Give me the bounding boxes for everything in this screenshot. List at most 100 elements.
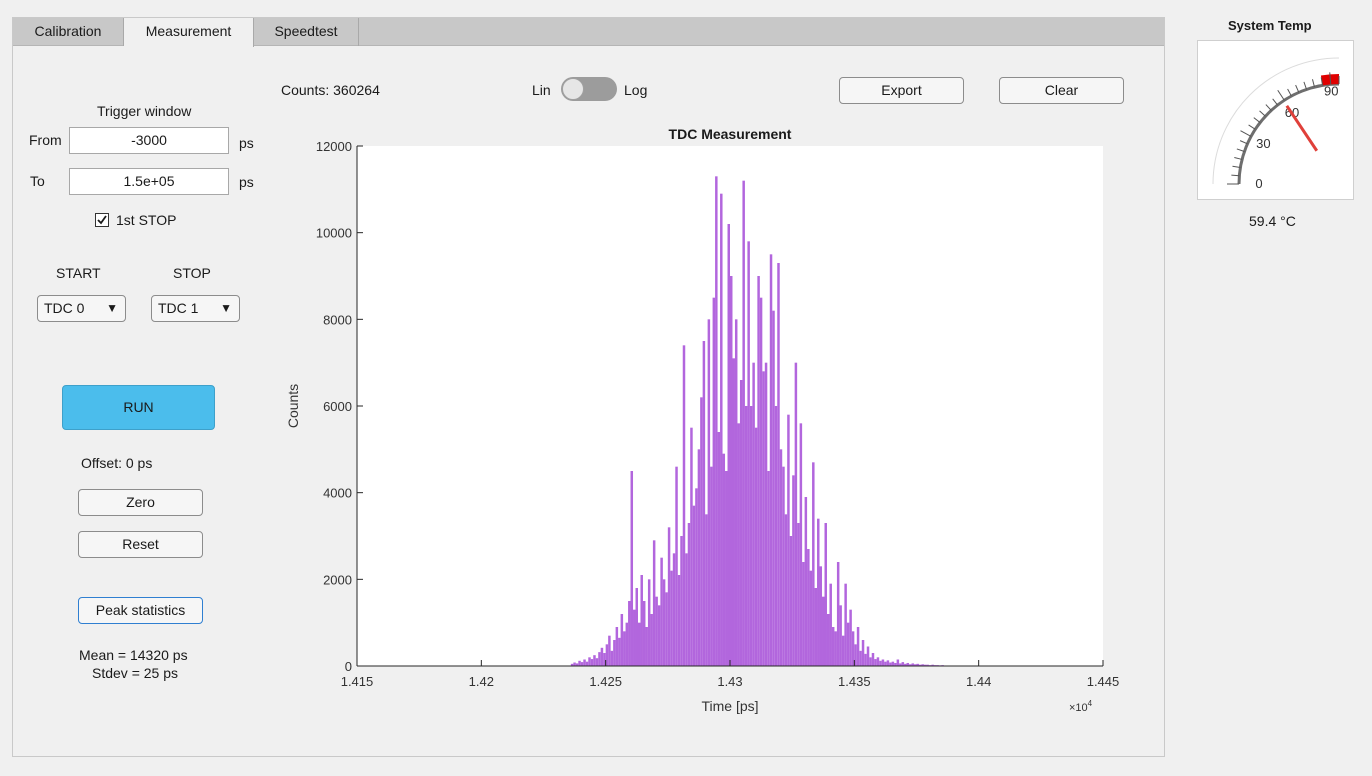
histogram-bar — [769, 254, 773, 666]
lin-label: Lin — [532, 82, 551, 98]
gauge-tick — [1277, 89, 1285, 101]
y-tick-label: 2000 — [323, 572, 352, 587]
x-tick-label: 1.415 — [341, 674, 374, 689]
histogram-bar — [640, 575, 643, 666]
first-stop-checkbox[interactable] — [95, 213, 109, 227]
histogram-bar — [921, 664, 924, 666]
histogram-bar — [844, 583, 847, 666]
gauge-tick — [1287, 88, 1292, 97]
histogram-bar — [836, 562, 840, 666]
histogram-bar — [909, 664, 912, 666]
tab-speedtest[interactable]: Speedtest — [254, 18, 359, 46]
histogram-bar — [603, 653, 606, 666]
y-tick-label: 6000 — [323, 399, 352, 414]
histogram-bar — [742, 180, 745, 667]
histogram-bar — [615, 627, 619, 666]
histogram-bar — [764, 362, 768, 666]
histogram-bar — [702, 341, 706, 666]
gauge-tick — [1236, 148, 1245, 153]
histogram-bar — [747, 241, 750, 666]
histogram-bar — [916, 663, 919, 666]
from-input[interactable]: -3000 — [69, 127, 229, 154]
tab-measurement[interactable]: Measurement — [124, 18, 254, 47]
zero-button[interactable]: Zero — [78, 489, 203, 516]
start-label: START — [56, 265, 101, 281]
gauge-readout: 59.4 °C — [1249, 213, 1296, 229]
histogram-bar — [598, 652, 601, 666]
histogram-bar — [923, 664, 927, 666]
export-button[interactable]: Export — [839, 77, 964, 104]
gauge-needle — [1285, 104, 1319, 152]
histogram-bar — [824, 523, 827, 666]
histogram-bar — [856, 627, 860, 666]
histogram-bar — [712, 297, 716, 666]
gauge-tick — [1320, 77, 1324, 86]
histogram-bar — [580, 662, 584, 666]
histogram-bar — [861, 640, 865, 666]
histogram-bar — [705, 514, 708, 666]
stop-channel-dropdown[interactable]: TDC 1 ▼ — [151, 295, 240, 322]
tab-calibration[interactable]: Calibration — [13, 18, 124, 46]
histogram-bar — [720, 193, 723, 667]
stop-channel-value: TDC 1 — [158, 300, 199, 316]
histogram-bar — [575, 663, 579, 666]
histogram-bar — [739, 380, 743, 666]
histogram-bar — [854, 644, 857, 666]
gauge-tick — [1253, 117, 1261, 123]
gauge-tick — [1239, 140, 1248, 145]
gauge-tick — [1240, 130, 1252, 137]
histogram-bar — [650, 614, 653, 666]
reset-button[interactable]: Reset — [78, 531, 203, 558]
to-input[interactable]: 1.5e+05 — [69, 168, 229, 195]
peak-statistics-button[interactable]: Peak statistics — [78, 597, 203, 624]
x-tick-label: 1.43 — [717, 674, 742, 689]
x-tick-label: 1.44 — [966, 674, 991, 689]
log-label: Log — [624, 82, 648, 98]
histogram-bar — [655, 596, 658, 666]
histogram-bar — [754, 427, 758, 666]
histogram-bar — [662, 579, 666, 666]
gauge-tick — [1234, 157, 1243, 160]
histogram-bar — [695, 488, 698, 666]
from-label: From — [29, 132, 62, 148]
histogram-bar — [804, 497, 808, 666]
clear-button[interactable]: Clear — [999, 77, 1124, 104]
histogram-bar — [792, 475, 795, 666]
gauge-tick — [1231, 174, 1240, 177]
to-label: To — [30, 173, 45, 189]
dropdown-arrow-icon: ▼ — [106, 301, 118, 315]
histogram-bar — [578, 660, 581, 666]
y-tick-label: 10000 — [316, 226, 352, 241]
histogram-bar — [628, 601, 631, 666]
run-button[interactable]: RUN — [62, 385, 215, 430]
histogram-bar — [886, 660, 890, 666]
gauge-face-arc — [1212, 57, 1340, 185]
tdc-histogram-chart: 1.415 1.42 1.425 1.43 1.435 1.44 1.445 0 2000 400… — [285, 126, 1119, 714]
histogram-bar — [826, 614, 830, 666]
histogram-bar — [829, 583, 832, 666]
histogram-bar — [630, 471, 634, 666]
lin-log-toggle[interactable] — [561, 77, 617, 101]
start-channel-dropdown[interactable]: TDC 0 ▼ — [37, 295, 126, 322]
gauge-tick — [1303, 81, 1308, 90]
histogram-bar — [685, 553, 688, 666]
first-stop-label: 1st STOP — [116, 212, 177, 228]
histogram-bar — [600, 647, 604, 666]
histogram-bar — [717, 432, 721, 666]
histogram-bar — [573, 662, 576, 666]
histogram-bar — [730, 276, 733, 666]
histogram-bar — [682, 345, 686, 666]
x-tick-label: 1.435 — [838, 674, 871, 689]
histogram-bar — [906, 662, 910, 666]
histogram-bar — [657, 605, 661, 666]
histogram-bar — [794, 362, 798, 666]
histogram-bar — [613, 640, 616, 666]
mean-text: Mean = 14320 ps — [79, 647, 188, 663]
histogram-bar — [772, 310, 775, 666]
histogram-bar — [889, 662, 892, 666]
histogram-bar — [859, 650, 862, 666]
histogram-bar — [749, 406, 753, 666]
gauge-tick — [1329, 72, 1332, 85]
histogram-bar — [660, 557, 663, 666]
histogram-bar — [585, 661, 589, 666]
